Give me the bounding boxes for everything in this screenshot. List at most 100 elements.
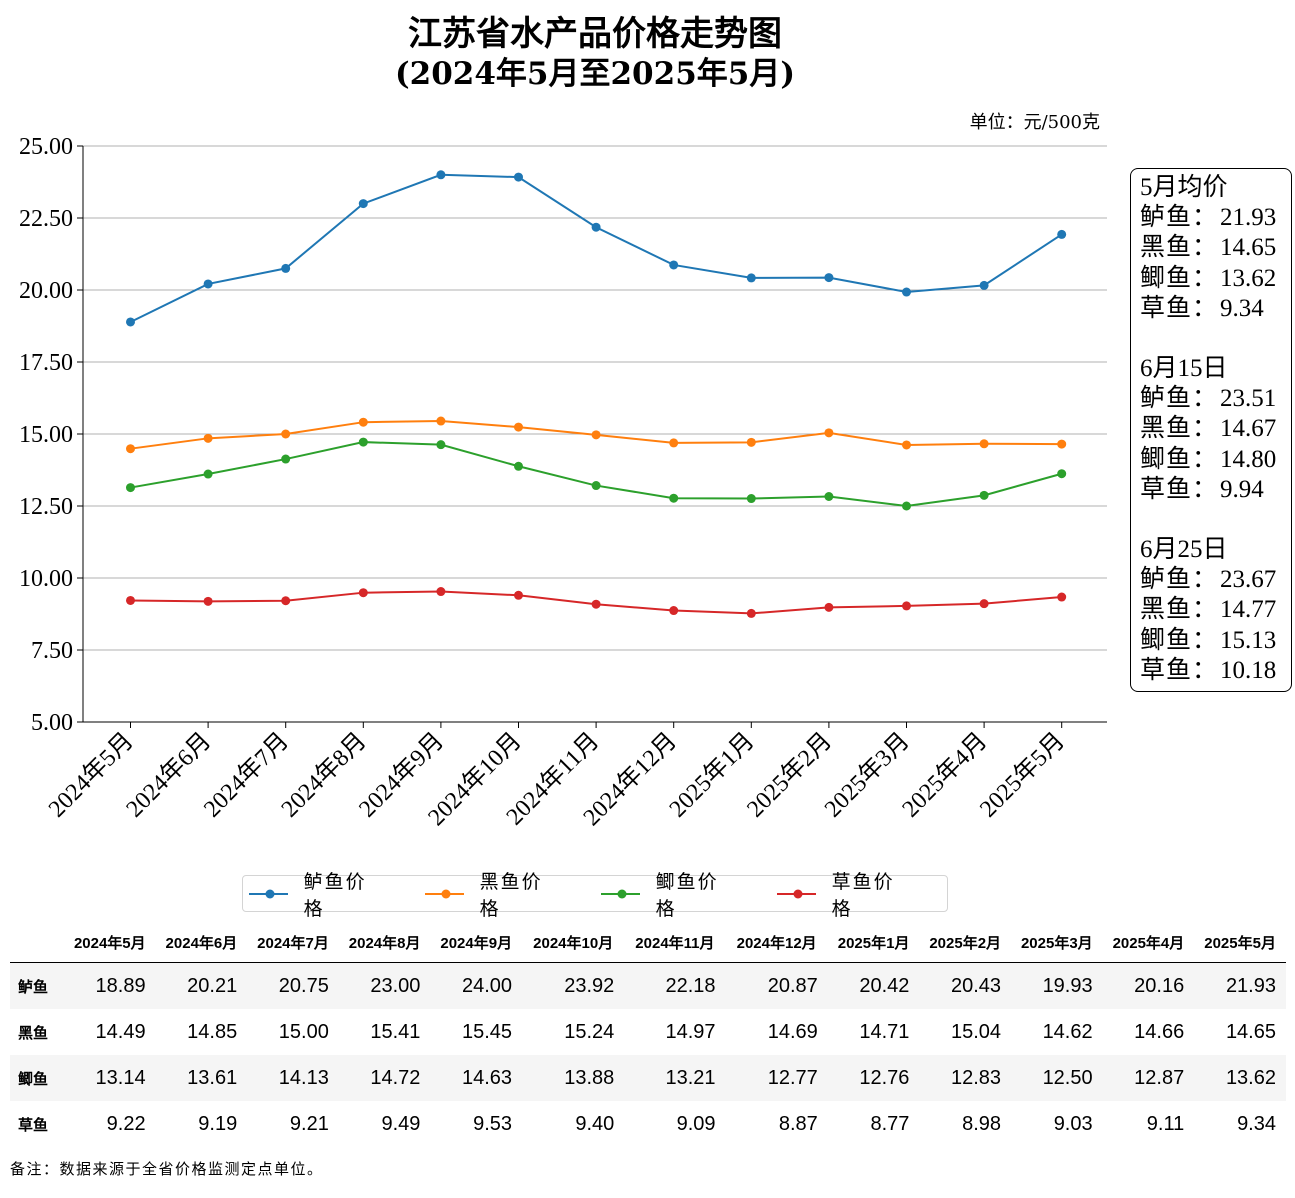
data-point <box>126 483 135 493</box>
table-cell: 12.87 <box>1102 1055 1195 1101</box>
y-tick-label: 5.00 <box>31 710 73 736</box>
legend-item: 鲫鱼价格 <box>601 867 733 921</box>
summary-row: 鲈鱼： 23.51 <box>1140 384 1283 414</box>
data-point <box>746 273 756 283</box>
summary-row: 草鱼： 10.18 <box>1140 656 1283 686</box>
data-point <box>591 481 601 491</box>
legend-label: 黑鱼价格 <box>479 870 543 920</box>
summary-row: 鲈鱼： 21.93 <box>1140 203 1283 233</box>
data-point <box>514 590 523 600</box>
data-point <box>126 317 135 327</box>
series-line <box>130 441 1062 508</box>
summary-fish-name: 鲫鱼： <box>1140 264 1219 292</box>
table-cell: 20.75 <box>247 962 339 1009</box>
price-table: 2024年5月 2024年6月 2024年7月 2024年8月 2024年9月 2024年… <box>10 922 1286 1147</box>
table-cell: 14.62 <box>1042 1020 1093 1043</box>
summary-fish-name: 草鱼： <box>1140 294 1219 322</box>
table-row-header: 黑鱼 <box>18 1024 49 1042</box>
table-cell: 12.77 <box>725 1055 828 1101</box>
data-point <box>591 599 601 609</box>
table-row-header: 草鱼 <box>18 1116 49 1134</box>
legend-marker-icon <box>425 889 464 898</box>
table-cell: 15.41 <box>370 1020 421 1043</box>
y-tick-label: 20.00 <box>19 278 73 304</box>
chart-title: 江苏省水产品价格走势图 <box>408 14 782 54</box>
table-corner-cell <box>10 922 64 963</box>
data-point <box>669 606 679 616</box>
chart-subtitle: (2024年5月至2025年5月) <box>394 56 796 92</box>
chart-legend: 鲈鱼价格 黑鱼价格 鲫鱼价格 草鱼价格 <box>242 871 948 920</box>
table-cell: 23.00 <box>338 962 431 1009</box>
data-point <box>436 416 446 426</box>
table-row-header: 鲫鱼 <box>10 1055 64 1101</box>
data-point <box>824 273 834 283</box>
data-point <box>591 430 601 440</box>
data-point <box>1057 469 1067 479</box>
table-column-header: 2025年2月 <box>919 922 1012 963</box>
table-cell: 14.65 <box>1225 1020 1276 1043</box>
data-point <box>203 596 213 606</box>
table-cell: 9.03 <box>1053 1112 1093 1135</box>
data-point <box>1057 439 1067 449</box>
data-point <box>902 440 911 450</box>
summary-price-value: 9.34 <box>1220 294 1264 322</box>
table-cell: 13.14 <box>64 1055 156 1101</box>
table-header-row: 2024年5月 2024年6月 2024年7月 2024年8月 2024年9月 2024年… <box>10 922 1286 963</box>
legend-marker-icon <box>249 889 288 898</box>
data-point <box>436 170 446 180</box>
data-point <box>203 469 213 479</box>
table-cell: 15.04 <box>950 1020 1002 1043</box>
summary-fish-name: 草鱼： <box>1140 475 1219 503</box>
summary-price-value: 9.94 <box>1220 475 1264 503</box>
data-point <box>514 461 523 471</box>
table-cell: 15.45 <box>461 1020 513 1043</box>
table-row: 黑鱼 14.49 14.85 15.00 15.41 15.45 15.24 14.97 14.… <box>10 1009 1286 1055</box>
table-column-header: 2025年4月 <box>1102 922 1195 963</box>
table-cell: 20.87 <box>725 962 828 1009</box>
table-cell: 14.63 <box>430 1055 523 1101</box>
table-column-header: 2024年8月 <box>338 922 431 963</box>
table-cell: 14.97 <box>665 1020 716 1043</box>
price-summary-box: 5月均价 鲈鱼： 21.93 黑鱼： 14.65 鲫鱼： 13.62 草鱼： 9.34 6月15日… <box>1130 168 1292 692</box>
legend-item: 草鱼价格 <box>777 867 909 921</box>
y-tick-label: 17.50 <box>19 350 73 376</box>
summary-fish-name: 草鱼： <box>1140 656 1219 684</box>
data-point <box>203 279 213 289</box>
data-point <box>436 440 446 450</box>
table-column-header: 2025年5月 <box>1194 922 1286 963</box>
table-cell: 9.53 <box>473 1112 513 1135</box>
table-cell: 9.40 <box>575 1112 615 1135</box>
data-point <box>979 439 989 449</box>
summary-price-value: 13.62 <box>1220 264 1277 292</box>
table-cell: 13.21 <box>624 1055 726 1101</box>
summary-row: 鲫鱼： 13.62 <box>1140 264 1283 294</box>
data-point <box>902 501 911 511</box>
table-cell: 9.21 <box>289 1112 329 1135</box>
data-point <box>514 422 523 432</box>
table-cell: 18.89 <box>64 962 156 1009</box>
summary-fish-name: 黑鱼： <box>1140 415 1219 443</box>
summary-fish-name: 鲈鱼： <box>1140 566 1219 594</box>
table-column-header: 2025年3月 <box>1011 922 1103 963</box>
data-point <box>281 263 291 273</box>
table-cell: 20.43 <box>919 962 1012 1009</box>
table-cell: 9.34 <box>1237 1112 1276 1135</box>
table-cell: 9.49 <box>381 1112 421 1135</box>
summary-fish-name: 鲫鱼： <box>1140 445 1219 473</box>
data-point <box>514 172 523 182</box>
table-cell: 20.42 <box>827 962 920 1009</box>
summary-price-value: 14.65 <box>1220 234 1277 262</box>
table-cell: 14.49 <box>95 1020 146 1043</box>
table-cell: 8.87 <box>778 1112 818 1135</box>
table-column-header: 2024年5月 <box>64 922 156 963</box>
data-point <box>746 494 756 504</box>
summary-row: 鲈鱼： 23.67 <box>1140 565 1283 595</box>
table-column-header: 2024年11月 <box>624 922 726 963</box>
summary-group: 5月均价 鲈鱼： 21.93 黑鱼： 14.65 鲫鱼： 13.62 草鱼： 9.34 <box>1140 173 1283 324</box>
summary-group-header: 6月15日 <box>1140 355 1228 383</box>
data-point <box>979 599 989 609</box>
data-point <box>281 596 291 606</box>
table-cell: 9.11 <box>1146 1112 1185 1135</box>
data-point <box>902 601 911 611</box>
legend-label: 鲫鱼价格 <box>655 870 719 920</box>
